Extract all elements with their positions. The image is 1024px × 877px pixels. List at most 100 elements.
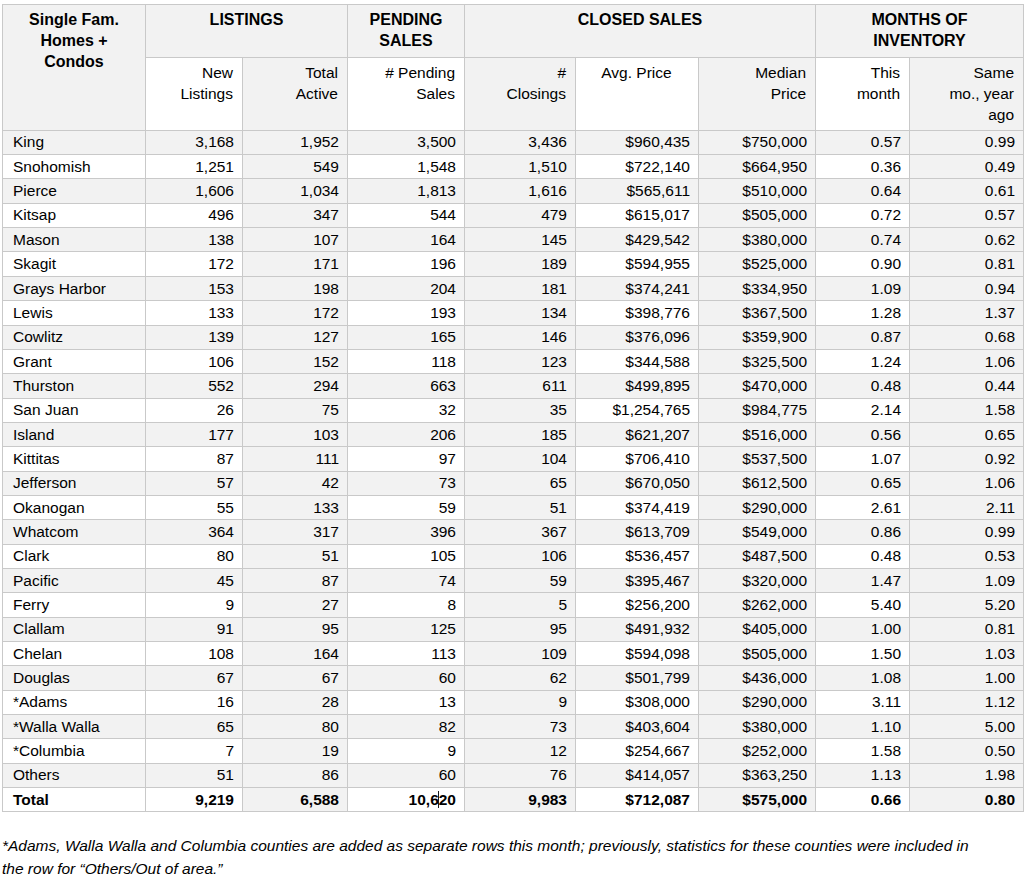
- cell-total-active: 80: [243, 715, 348, 739]
- cell-new-listings: 26: [146, 398, 243, 422]
- cell-new-listings: 364: [146, 520, 243, 544]
- cell-new-listings: 87: [146, 447, 243, 471]
- cell-total-active: 87: [243, 568, 348, 592]
- cell-closings: 367: [465, 520, 576, 544]
- cell-closings: 611: [465, 374, 576, 398]
- cell-same-mo-year-ago: 0.92: [910, 447, 1024, 471]
- cell-total-active: 347: [243, 203, 348, 227]
- cell-pending-sales: 82: [348, 715, 465, 739]
- county-name: Lewis: [3, 301, 146, 325]
- county-name: *Columbia: [3, 739, 146, 763]
- column-header-avg-price: Avg. Price: [576, 58, 699, 131]
- cell-pending-sales: 204: [348, 276, 465, 300]
- county-row: *Adams1628139$308,000$290,0003.111.12: [3, 690, 1024, 714]
- cell-median-price: $405,000: [699, 617, 816, 641]
- cell-median-price: $325,500: [699, 349, 816, 373]
- cell-median-price: $612,500: [699, 471, 816, 495]
- cell-pending-sales: 164: [348, 228, 465, 252]
- cell-total-active: 171: [243, 252, 348, 276]
- cell-total-active: 86: [243, 763, 348, 787]
- cell-new-listings: 172: [146, 252, 243, 276]
- cell-same-mo-year-ago: 1.09: [910, 568, 1024, 592]
- cell-this-month: 0.74: [816, 228, 910, 252]
- cell-this-month: 1.58: [816, 739, 910, 763]
- cell-total-active: 294: [243, 374, 348, 398]
- cell-this-month: 5.40: [816, 593, 910, 617]
- cell-same-mo-year-ago: 0.94: [910, 276, 1024, 300]
- cell-avg-price: $376,096: [576, 325, 699, 349]
- cell-new-listings: 57: [146, 471, 243, 495]
- cell-pending-sales: 59: [348, 495, 465, 519]
- county-row: Mason138107164145$429,542$380,0000.740.6…: [3, 228, 1024, 252]
- cell-new-listings: 3,168: [146, 130, 243, 154]
- county-row: Whatcom364317396367$613,709$549,0000.860…: [3, 520, 1024, 544]
- cell-new-listings: 139: [146, 325, 243, 349]
- cell-this-month: 1.28: [816, 301, 910, 325]
- cell-closings: 65: [465, 471, 576, 495]
- column-header-pending-sales: # Pending Sales: [348, 58, 465, 131]
- cell-closings: 5: [465, 593, 576, 617]
- cell-total-active: 172: [243, 301, 348, 325]
- cell-this-month: 0.64: [816, 179, 910, 203]
- county-row: Okanogan551335951$374,419$290,0002.612.1…: [3, 495, 1024, 519]
- cell-same-mo-year-ago: 0.81: [910, 252, 1024, 276]
- cell-pending-sales: 118: [348, 349, 465, 373]
- cell-pending-sales: 663: [348, 374, 465, 398]
- cell-closings: 1,616: [465, 179, 576, 203]
- county-name: Mason: [3, 228, 146, 252]
- cell-this-month: 1.47: [816, 568, 910, 592]
- cell-median-price: $575,000: [699, 788, 816, 812]
- cell-same-mo-year-ago: 0.62: [910, 228, 1024, 252]
- cell-same-mo-year-ago: 0.99: [910, 130, 1024, 154]
- cell-total-active: 549: [243, 155, 348, 179]
- cell-this-month: 0.87: [816, 325, 910, 349]
- cell-median-price: $549,000: [699, 520, 816, 544]
- cell-pending-sales: 396: [348, 520, 465, 544]
- cell-this-month: 0.57: [816, 130, 910, 154]
- county-row: Grant106152118123$344,588$325,5001.241.0…: [3, 349, 1024, 373]
- cell-avg-price: $499,895: [576, 374, 699, 398]
- cell-this-month: 1.08: [816, 666, 910, 690]
- cell-closings: 62: [465, 666, 576, 690]
- cell-avg-price: $670,050: [576, 471, 699, 495]
- county-row: Jefferson57427365$670,050$612,5000.651.0…: [3, 471, 1024, 495]
- cell-total-active: 19: [243, 739, 348, 763]
- cell-avg-price: $256,200: [576, 593, 699, 617]
- county-name: Douglas: [3, 666, 146, 690]
- table-title-cell: Single Fam. Homes + Condos: [3, 5, 146, 131]
- cell-same-mo-year-ago: 1.03: [910, 641, 1024, 665]
- cell-this-month: 0.56: [816, 422, 910, 446]
- cell-total-active: 67: [243, 666, 348, 690]
- cell-closings: 479: [465, 203, 576, 227]
- total-row: Total9,2196,58810,6209,983$712,087$575,0…: [3, 788, 1024, 812]
- cell-avg-price: $594,098: [576, 641, 699, 665]
- county-name: Cowlitz: [3, 325, 146, 349]
- cell-pending-sales: 193: [348, 301, 465, 325]
- cell-same-mo-year-ago: 0.57: [910, 203, 1024, 227]
- cell-this-month: 0.36: [816, 155, 910, 179]
- cell-avg-price: $565,611: [576, 179, 699, 203]
- column-header-new-listings: New Listings: [146, 58, 243, 131]
- cell-this-month: 1.00: [816, 617, 910, 641]
- cell-same-mo-year-ago: 1.58: [910, 398, 1024, 422]
- cell-this-month: 1.10: [816, 715, 910, 739]
- cell-pending-sales: 8: [348, 593, 465, 617]
- cell-this-month: 0.72: [816, 203, 910, 227]
- column-header-same-mo-year-ago: Same mo., year ago: [910, 58, 1024, 131]
- county-name: Ferry: [3, 593, 146, 617]
- cell-total-active: 75: [243, 398, 348, 422]
- county-name: Kittitas: [3, 447, 146, 471]
- county-row: Grays Harbor153198204181$374,241$334,950…: [3, 276, 1024, 300]
- cell-avg-price: $403,604: [576, 715, 699, 739]
- cell-total-active: 103: [243, 422, 348, 446]
- county-row: Chelan108164113109$594,098$505,0001.501.…: [3, 641, 1024, 665]
- cell-total-active: 28: [243, 690, 348, 714]
- cell-closings: 59: [465, 568, 576, 592]
- cell-same-mo-year-ago: 1.98: [910, 763, 1024, 787]
- cell-total-active: 133: [243, 495, 348, 519]
- cell-closings: 35: [465, 398, 576, 422]
- cell-total-active: 198: [243, 276, 348, 300]
- cell-pending-sales: 1,813: [348, 179, 465, 203]
- cell-this-month: 0.65: [816, 471, 910, 495]
- county-name: Grant: [3, 349, 146, 373]
